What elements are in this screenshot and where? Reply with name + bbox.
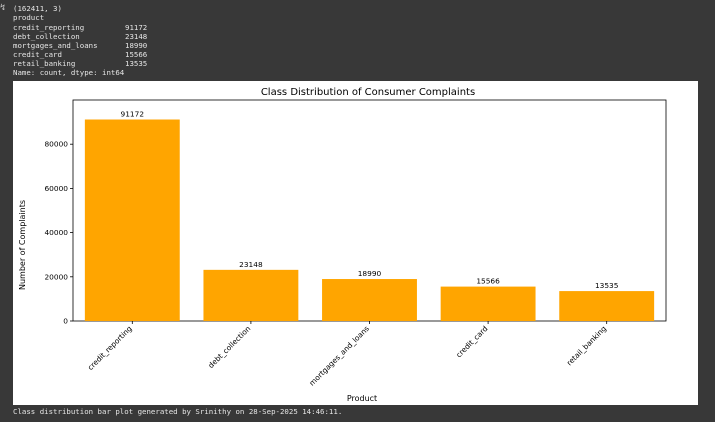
value-count-row: retail_banking 13535 <box>13 59 147 68</box>
y-tick-label: 80000 <box>44 140 68 149</box>
shape-output: (162411, 3) <box>13 4 62 13</box>
bar-value-label: 13535 <box>595 281 619 290</box>
y-tick-label: 60000 <box>44 184 68 193</box>
bar-value-label: 91172 <box>121 110 145 119</box>
bar-value-label: 18990 <box>358 269 382 278</box>
y-tick-label: 40000 <box>44 228 68 237</box>
x-tick-label: credit_card <box>454 324 490 360</box>
y-tick-label: 0 <box>63 317 68 326</box>
bar-value-label: 15566 <box>476 277 500 286</box>
value-count-row: mortgages_and_loans 18990 <box>13 41 147 50</box>
value-count-number: 91172 <box>125 23 148 32</box>
dtype-output: Name: count, dtype: int64 <box>13 68 125 77</box>
output-toggle-icon[interactable]: ↯ <box>0 3 6 13</box>
value-count-number: 23148 <box>125 32 148 41</box>
value-count-row: credit_reporting 91172 <box>13 23 147 32</box>
value-count-label: mortgages_and_loans <box>13 41 98 50</box>
y-tick-label: 20000 <box>44 272 68 281</box>
x-axis-label: Product <box>347 394 377 403</box>
x-tick-label: mortgages_and_loans <box>307 324 371 388</box>
value-count-row: credit_card 15566 <box>13 50 147 59</box>
value-count-number: 15566 <box>125 50 148 59</box>
bar <box>203 269 299 321</box>
bar <box>322 279 417 321</box>
value-count-label: retail_banking <box>13 59 76 68</box>
y-axis-label: Number of Complaints <box>18 200 27 290</box>
value-count-label: debt_collection <box>13 32 80 41</box>
bar-chart: Class Distribution of Consumer Complaint… <box>18 87 667 403</box>
value-count-number: 13535 <box>125 59 148 68</box>
value-count-label: credit_reporting <box>13 23 85 32</box>
chart-title: Class Distribution of Consumer Complaint… <box>261 87 475 98</box>
footer-message: Class distribution bar plot generated by… <box>13 407 343 416</box>
x-tick-label: debt_collection <box>206 324 252 370</box>
value-count-row: debt_collection 23148 <box>13 32 147 41</box>
bar <box>440 286 536 321</box>
x-tick-label: credit_reporting <box>86 324 134 372</box>
value-count-label: credit_card <box>13 50 62 59</box>
bar <box>559 291 655 321</box>
bar-chart-figure: Class Distribution of Consumer Complaint… <box>13 81 698 405</box>
value-count-number: 18990 <box>125 41 148 50</box>
bar <box>84 119 180 321</box>
x-tick-label: retail_banking <box>565 324 609 368</box>
bar-value-label: 23148 <box>239 260 263 269</box>
series-name-output: product <box>13 13 45 22</box>
